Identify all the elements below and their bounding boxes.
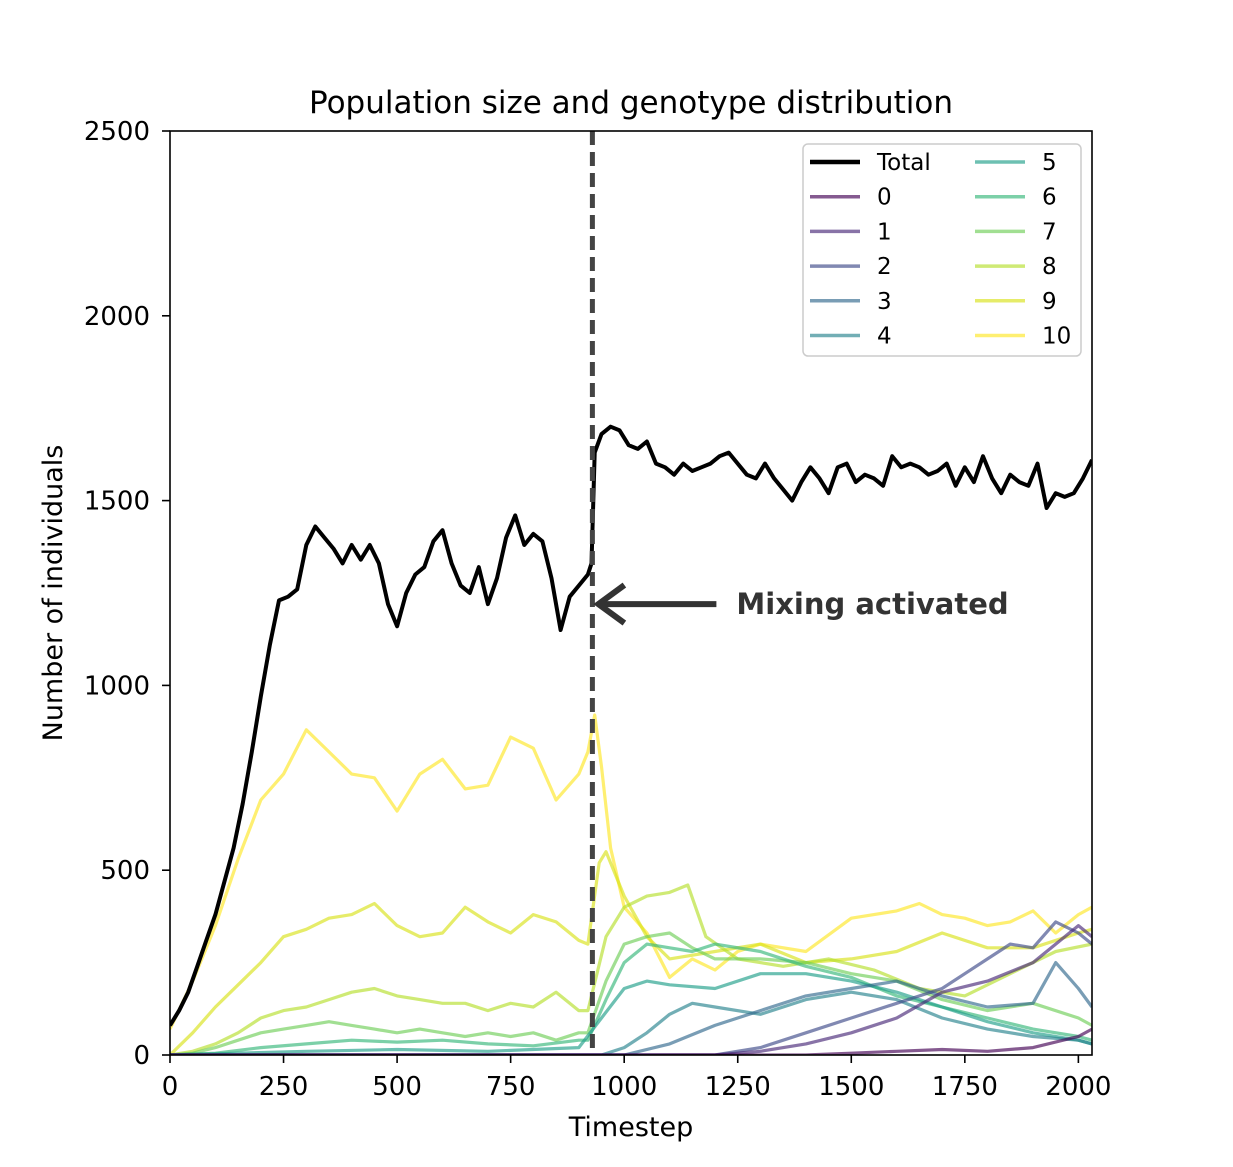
legend-label: 9	[1042, 289, 1057, 315]
legend-label: 2	[877, 254, 892, 280]
series-line-genotype-8	[170, 883, 1092, 1055]
annotation-arrow-head	[593, 582, 627, 626]
chart-title: Population size and genotype distributio…	[309, 85, 953, 121]
x-tick-label: 1500	[818, 1072, 884, 1102]
series-line-genotype-0	[170, 1027, 1092, 1055]
series-line-genotype-4	[170, 990, 1092, 1055]
x-tick-label: 500	[372, 1072, 422, 1102]
x-tick-label: 1250	[705, 1072, 771, 1102]
legend-label: 7	[1042, 219, 1057, 245]
legend-label: 10	[1042, 324, 1071, 350]
y-tick-label: 1500	[84, 487, 150, 517]
series-line-genotype-1	[170, 923, 1092, 1055]
mixing-annotation: Mixing activated	[593, 582, 1009, 626]
series-line-genotype-2	[170, 920, 1092, 1055]
series-line-genotype-10	[170, 713, 1092, 1030]
legend-label: 4	[877, 324, 892, 350]
y-tick-label: 2500	[84, 117, 150, 147]
x-tick-label: 750	[486, 1072, 536, 1102]
legend-label: 0	[877, 185, 892, 211]
y-tick-label: 2000	[84, 302, 150, 332]
legend: Total 0 1 2 3 4 5 6 7 8 9 10	[802, 143, 1082, 357]
x-tick-label: 1750	[932, 1072, 998, 1102]
y-tick-label: 500	[100, 856, 150, 886]
series-line-genotype-7	[170, 931, 1092, 1055]
series-line-genotype-3	[170, 960, 1092, 1055]
series-line-genotype-9	[170, 850, 1092, 1055]
plot-frame	[169, 130, 1093, 1056]
x-axis-label: Timestep	[568, 1112, 693, 1143]
y-tick-label: 1000	[84, 671, 150, 701]
legend-label: 8	[1042, 254, 1057, 280]
y-tick-label: 0	[133, 1041, 150, 1071]
x-tick-label: 0	[162, 1072, 179, 1102]
legend-label: 5	[1042, 150, 1057, 176]
annotation-text: Mixing activated	[736, 587, 1008, 621]
y-axis-label: Number of individuals	[38, 445, 69, 742]
legend-label: 1	[877, 219, 892, 245]
legend-label: 3	[877, 289, 892, 315]
series-line-genotype-5	[170, 972, 1092, 1055]
x-tick-label: 250	[259, 1072, 309, 1102]
series-line-total	[170, 424, 1092, 1027]
x-tick-label: 1000	[591, 1072, 657, 1102]
legend-label: 6	[1042, 185, 1057, 211]
x-tick-label: 2000	[1045, 1072, 1111, 1102]
legend-box	[802, 143, 1082, 357]
legend-label: Total	[876, 150, 931, 176]
